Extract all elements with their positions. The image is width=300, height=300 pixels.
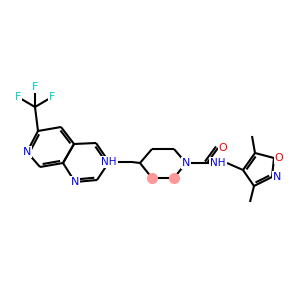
Text: N: N [182,158,190,168]
Text: F: F [49,92,55,102]
Text: N: N [23,147,31,157]
Text: O: O [219,143,227,153]
Text: O: O [274,153,284,163]
Text: N: N [273,172,281,182]
Text: F: F [15,92,21,102]
Text: N: N [71,177,79,187]
Text: F: F [32,82,38,92]
Text: NH: NH [210,158,226,168]
Text: NH: NH [101,157,117,167]
